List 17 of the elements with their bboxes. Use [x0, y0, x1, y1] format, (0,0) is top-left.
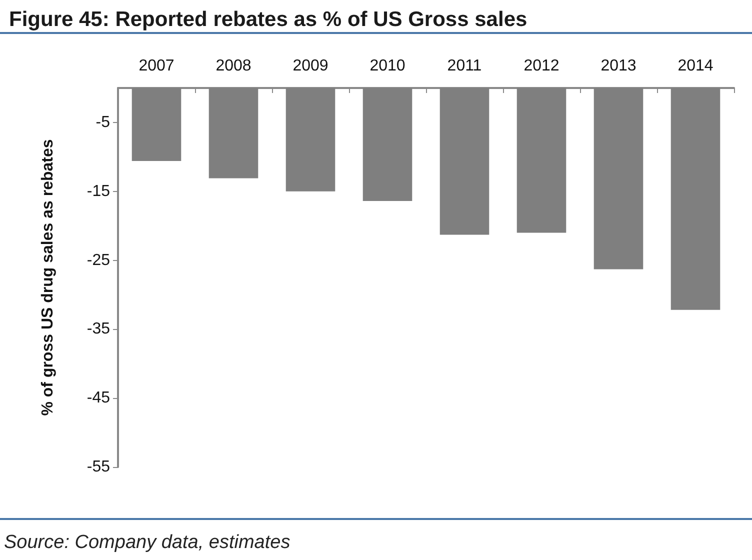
y-tick-label: -35: [86, 320, 110, 338]
x-tick-label: 2007: [138, 58, 174, 74]
source-note: Source: Company data, estimates: [4, 532, 290, 554]
y-axis-title: % of gross US drug sales as rebates: [40, 139, 56, 416]
chart-title: Figure 45: Reported rebates as % of US Gross sales: [9, 8, 528, 31]
y-tick-label: -15: [86, 182, 110, 200]
y-tick-label: -55: [86, 458, 110, 476]
x-tick-label: 2014: [678, 58, 714, 74]
x-tick-label: 2008: [216, 58, 252, 74]
x-tick-label: 2009: [292, 58, 328, 74]
x-tick-label: 2011: [447, 58, 482, 74]
x-tick-label: 2012: [524, 58, 560, 74]
y-tick-label: -5: [96, 114, 110, 131]
x-tick-label: 2013: [600, 58, 636, 74]
y-tick-label: -25: [86, 252, 110, 269]
x-tick-label: 2010: [370, 58, 406, 74]
y-tick-label: -45: [86, 390, 110, 407]
